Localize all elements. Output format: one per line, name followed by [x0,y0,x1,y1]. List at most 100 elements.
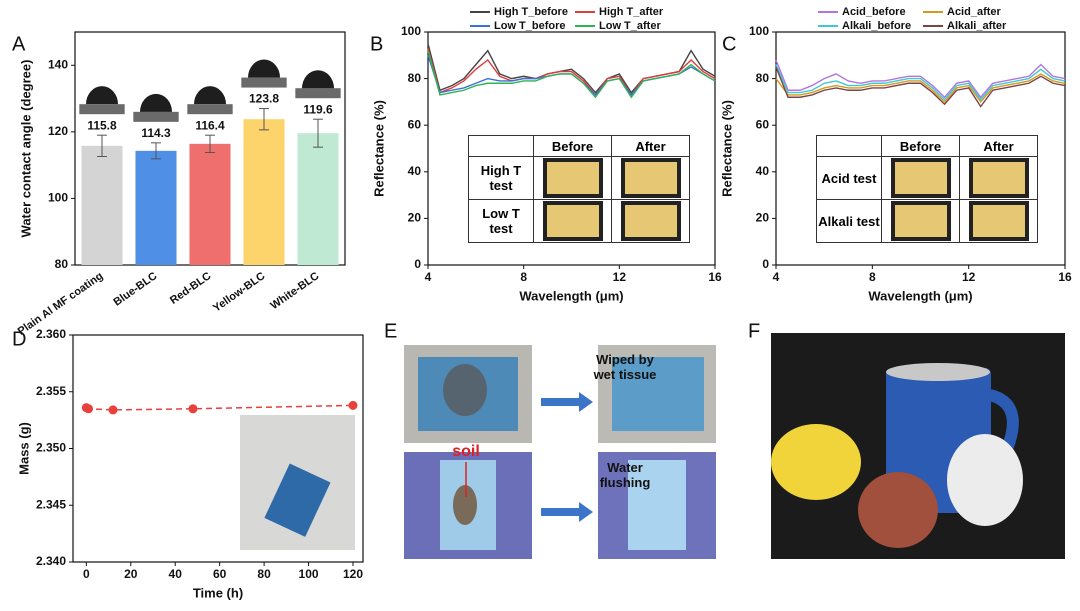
x-tick-label: 8 [520,270,527,284]
data-label: 116.4 [195,118,225,132]
table-header: After [611,135,690,157]
sample-photo [890,158,951,198]
y-tick-label: 100 [48,191,68,205]
y-axis-label: Reflectance (%) [719,100,734,197]
trend-line [85,404,354,411]
series-line [427,48,716,97]
y-tick-label: 0 [762,257,769,271]
droplet-substrate [133,111,179,122]
x-tick-label: 40 [169,567,183,581]
y-tick-label: 80 [55,257,69,271]
sample-photo [620,158,681,198]
point [84,404,94,414]
sample-photo [890,201,951,241]
y-tick-label: 80 [408,71,422,85]
annotation: soil [452,443,480,460]
table-cell [611,199,690,243]
bar [243,119,285,265]
table-cell [816,135,882,157]
x-axis-label: Time (h) [193,585,243,600]
table-cell [611,156,690,200]
y-tick-label: 2.340 [36,554,66,568]
photo-panel-f [771,333,1065,559]
y-axis-label: Reflectance (%) [371,100,386,197]
legend-label: Acid_before [842,6,906,18]
row-label: Alkali test [816,199,882,243]
table-cell [881,199,960,243]
x-tick-label: 80 [257,567,271,581]
y-tick-label: 120 [48,124,68,138]
y-tick-label: 2.345 [36,497,66,511]
panel-letter: D [12,328,26,350]
table-row: Before After [816,135,1038,157]
table-cell [959,199,1038,243]
panel-letter: F [748,320,760,342]
table-row: Before After [468,135,690,157]
bar [135,150,177,265]
inset-photo [264,463,331,537]
data-label: 114.3 [141,126,171,140]
y-tick-label: 60 [756,117,770,131]
series-line [427,50,716,99]
droplet-substrate [79,104,125,115]
table-header: After [959,135,1038,157]
x-tick-label: 12 [613,270,627,284]
series-line [775,73,1066,104]
photo-panel-e [404,345,716,559]
table-cell [959,156,1038,200]
x-tick-label: 4 [425,270,432,284]
droplet-substrate [241,77,287,88]
sample-photo [542,158,603,198]
x-tick-label: 60 [213,567,227,581]
droplet [302,70,334,89]
plot-frame [775,31,1066,266]
data-label: 119.6 [303,102,333,116]
table-header: Before [533,135,612,157]
series-line [775,59,1066,99]
x-tick-label: 16 [1058,270,1072,284]
table-cell [533,199,612,243]
y-axis-label: Mass (g) [16,422,31,475]
legend-label: Alkali_after [947,20,1007,32]
x-tick-label: Red-BLC [168,270,213,307]
row-label: Acid test [816,156,882,200]
sample-photo [968,158,1029,198]
droplet [86,86,118,105]
data-label: 115.8 [87,118,117,132]
series-line [775,64,1066,101]
y-tick-label: 80 [756,71,770,85]
point [108,405,118,415]
table-row: Alkali test [816,199,1038,243]
table-cell [533,156,612,200]
x-tick-label: White-BLC [268,270,321,312]
x-tick-label: 100 [299,567,319,581]
panel-letter: B [370,33,383,55]
sample-photo [620,201,681,241]
bar [189,143,231,265]
x-tick-label: 120 [343,567,363,581]
y-tick-label: 100 [749,24,769,38]
legend-label: Low T_before [494,20,566,32]
x-tick-label: Blue-BLC [111,270,159,309]
legend-label: Low T_after [599,20,661,32]
table-cell [468,135,534,157]
y-tick-label: 40 [756,164,770,178]
legend-label: High T_before [494,6,568,18]
panel-letter: E [384,320,397,342]
point [188,404,198,414]
y-tick-label: 20 [408,211,422,225]
x-tick-label: Yellow-BLC [211,270,267,315]
table-cell [881,156,960,200]
plot-frame [427,31,716,266]
caption: Water flushing [599,460,651,490]
panel-letter: C [722,33,736,55]
legend-label: Alkali_before [842,20,911,32]
y-axis-label: Water contact angle (degree) [18,60,33,238]
sample-photo [968,201,1029,241]
x-axis-label: Wavelength (μm) [519,288,623,303]
panel-letter: A [12,33,26,55]
y-tick-label: 20 [756,211,770,225]
legend-label: Acid_after [947,6,1002,18]
y-tick-label: 0 [414,257,421,271]
